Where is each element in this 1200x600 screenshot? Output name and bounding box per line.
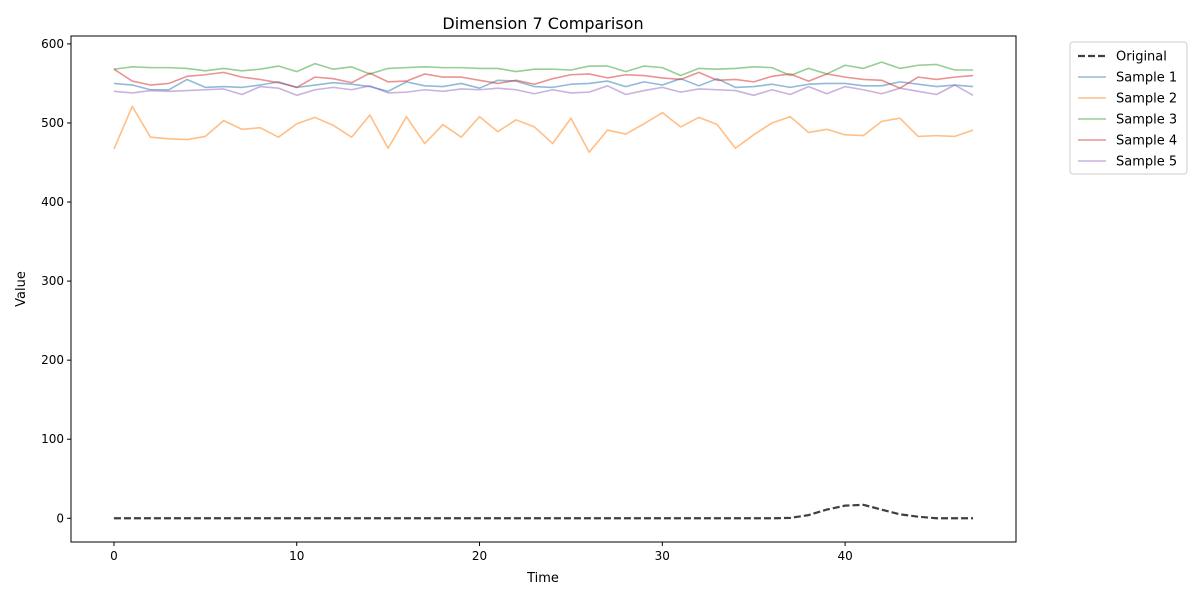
- series-line-sample-1: [113, 77, 974, 93]
- series-line-sample-4: [113, 68, 974, 89]
- y-tick-label: 600: [41, 37, 64, 51]
- x-tick-label: 20: [472, 549, 487, 563]
- legend-item-sample-3: Sample 3: [1078, 113, 1177, 128]
- legend-label: Original: [1116, 50, 1167, 65]
- legend-item-sample-2: Sample 2: [1078, 92, 1177, 107]
- series-line-original: [113, 503, 974, 520]
- legend-label: Sample 3: [1116, 113, 1177, 128]
- legend-label: Sample 4: [1116, 134, 1177, 149]
- y-tick-label: 300: [41, 274, 64, 288]
- legend-frame: [1069, 41, 1188, 175]
- plot-background: [71, 36, 1016, 542]
- legend-entries: Original Sample 1 Sample 2 Sample 3 Sample 4…: [1078, 50, 1177, 170]
- x-tick-label: 40: [837, 549, 852, 563]
- legend-item-sample-5: Sample 5: [1078, 155, 1177, 170]
- series-line-sample-5: [113, 84, 974, 97]
- series-line-sample-3: [113, 61, 974, 77]
- legend-label: Sample 1: [1116, 71, 1177, 86]
- legend-item-sample-4: Sample 4: [1078, 134, 1177, 149]
- series-line-sample-2: [113, 105, 974, 154]
- chart-title: Dimension 7 Comparison: [442, 14, 643, 33]
- y-tick-label: 0: [56, 511, 64, 525]
- y-tick-label: 200: [41, 353, 64, 367]
- y-tick-label: 400: [41, 195, 64, 209]
- legend-item-original: Original: [1078, 50, 1167, 65]
- legend-label: Sample 2: [1116, 92, 1177, 107]
- legend-label: Sample 5: [1116, 155, 1177, 170]
- y-tick-label: 500: [41, 116, 64, 130]
- y-axis-label: Value: [14, 271, 29, 307]
- x-tick-label: 10: [289, 549, 304, 563]
- x-tick-label: 0: [110, 549, 118, 563]
- legend-item-sample-1: Sample 1: [1078, 71, 1177, 86]
- x-axis-label: Time: [526, 571, 559, 586]
- plot-frame: [70, 35, 1017, 543]
- y-tick-label: 100: [41, 432, 64, 446]
- legend: Original Sample 1 Sample 2 Sample 3 Sample 4…: [1069, 41, 1188, 175]
- x-tick-label: 30: [655, 549, 670, 563]
- series-layer: [113, 61, 974, 520]
